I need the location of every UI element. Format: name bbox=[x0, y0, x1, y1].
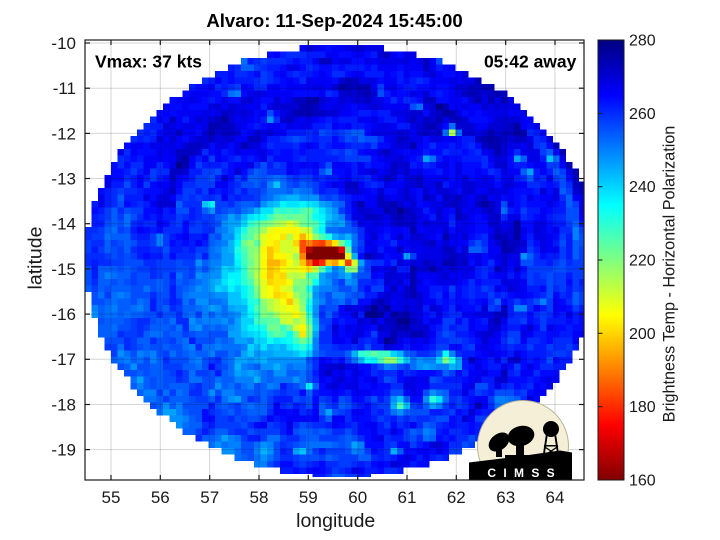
svg-text:58: 58 bbox=[250, 488, 269, 507]
svg-text:240: 240 bbox=[629, 179, 656, 196]
svg-text:-19: -19 bbox=[51, 441, 76, 460]
svg-text:-15: -15 bbox=[51, 260, 76, 279]
svg-text:latitude: latitude bbox=[25, 227, 47, 290]
svg-text:longitude: longitude bbox=[296, 510, 375, 532]
svg-text:63: 63 bbox=[496, 488, 515, 507]
svg-text:60: 60 bbox=[348, 488, 367, 507]
svg-text:220: 220 bbox=[629, 253, 656, 270]
svg-text:C I M S S: C I M S S bbox=[487, 466, 556, 480]
svg-text:Alvaro: 11-Sep-2024 15:45:00: Alvaro: 11-Sep-2024 15:45:00 bbox=[206, 10, 462, 31]
svg-text:-11: -11 bbox=[53, 79, 76, 98]
svg-text:Brightness Temp - Horizontal P: Brightness Temp - Horizontal Polarizatio… bbox=[661, 126, 679, 423]
svg-text:Vmax: 37 kts: Vmax: 37 kts bbox=[95, 51, 202, 71]
svg-text:61: 61 bbox=[398, 488, 417, 507]
svg-text:55: 55 bbox=[102, 488, 121, 507]
svg-text:-12: -12 bbox=[51, 124, 76, 143]
svg-text:280: 280 bbox=[629, 33, 656, 50]
svg-text:-10: -10 bbox=[51, 34, 76, 53]
svg-text:-16: -16 bbox=[51, 305, 76, 324]
svg-text:160: 160 bbox=[629, 473, 656, 490]
svg-text:-17: -17 bbox=[51, 350, 76, 369]
svg-text:200: 200 bbox=[629, 326, 656, 343]
svg-text:62: 62 bbox=[447, 488, 466, 507]
svg-text:-13: -13 bbox=[51, 169, 76, 188]
svg-text:59: 59 bbox=[299, 488, 318, 507]
svg-text:05:42 away: 05:42 away bbox=[484, 51, 577, 71]
svg-text:56: 56 bbox=[151, 488, 170, 507]
svg-text:-18: -18 bbox=[51, 395, 76, 414]
svg-text:260: 260 bbox=[629, 106, 656, 123]
svg-text:64: 64 bbox=[546, 488, 565, 507]
svg-text:57: 57 bbox=[200, 488, 219, 507]
svg-text:-14: -14 bbox=[51, 215, 76, 234]
svg-text:180: 180 bbox=[629, 399, 656, 416]
